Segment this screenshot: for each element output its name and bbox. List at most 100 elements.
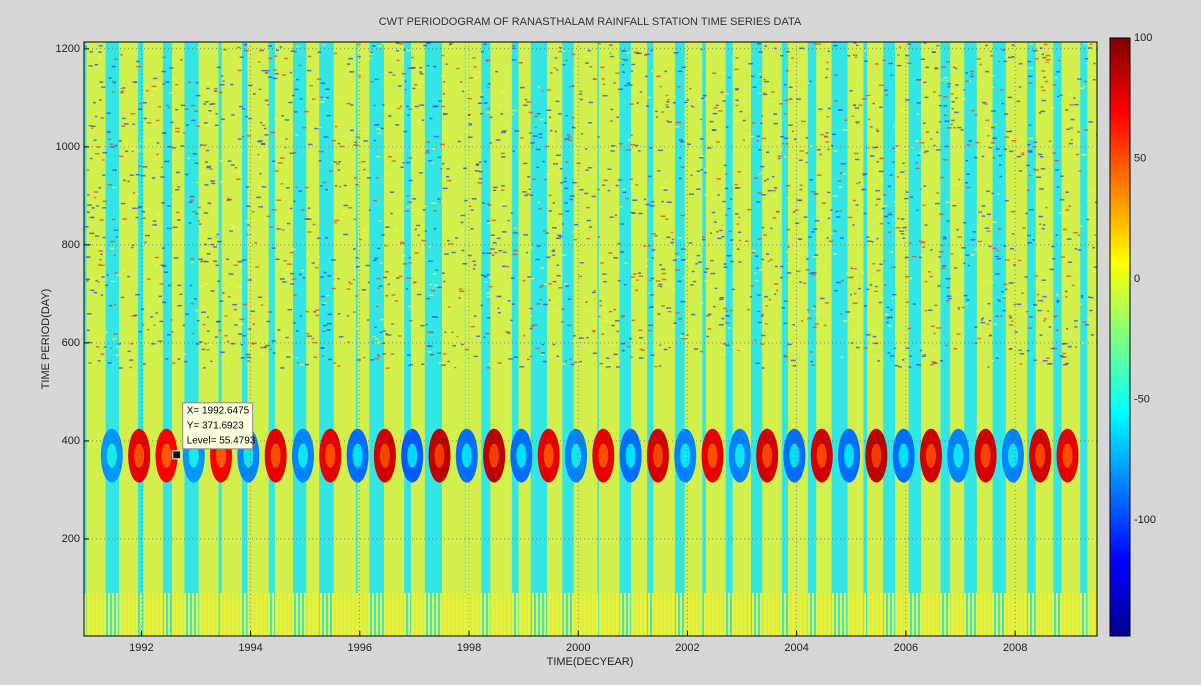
heatmap-speckle	[526, 101, 531, 103]
heatmap-speckle	[787, 229, 790, 231]
heatmap-speckle	[285, 337, 288, 339]
heatmap-speckle	[1084, 58, 1088, 60]
heatmap-fine-band	[668, 593, 670, 636]
heatmap-speckle	[137, 64, 139, 65]
heatmap-fine-band	[180, 593, 182, 636]
heatmap-speckle	[147, 278, 151, 280]
heatmap-fine-band	[956, 593, 958, 636]
heatmap-speckle	[369, 53, 374, 55]
heatmap-fine-band	[788, 593, 790, 636]
heatmap-speckle	[1041, 90, 1045, 92]
heatmap-speckle	[907, 328, 911, 330]
heatmap-speckle	[1005, 136, 1009, 138]
heatmap-speckle	[791, 84, 794, 86]
heatmap-speckle	[213, 246, 217, 248]
heatmap-speckle	[524, 195, 528, 197]
heatmap-speckle	[103, 159, 105, 161]
heatmap-fine-band	[804, 593, 806, 636]
heatmap-speckle	[826, 68, 829, 70]
heatmap-speckle	[264, 341, 267, 343]
heatmap-speckle	[902, 227, 906, 229]
heatmap-speckle	[619, 367, 621, 369]
heatmap-speckle	[712, 198, 714, 200]
heatmap-speckle	[903, 96, 906, 98]
heatmap-speckle	[172, 147, 176, 149]
heatmap-speckle	[1084, 81, 1087, 83]
heatmap-speckle	[1000, 315, 1002, 317]
heatmap-speckle	[503, 251, 506, 253]
heatmap-speckle	[280, 278, 285, 280]
heatmap-speckle	[419, 67, 422, 69]
heatmap-band	[816, 42, 831, 636]
heatmap-speckle	[588, 167, 593, 169]
heatmap-speckle	[948, 298, 952, 300]
heatmap-speckle	[784, 300, 788, 302]
heatmap-speckle	[226, 259, 229, 261]
heatmap-speckle	[1045, 269, 1048, 271]
heatmap-speckle	[854, 84, 858, 86]
heatmap-speckle	[112, 81, 115, 83]
heatmap-speckle	[737, 171, 741, 173]
heatmap-speckle	[771, 190, 776, 192]
heatmap-band	[275, 42, 293, 636]
heatmap-speckle	[489, 286, 493, 288]
heatmap-speckle	[347, 63, 350, 65]
heatmap-speckle	[343, 136, 345, 138]
heatmap-speckle	[680, 141, 684, 143]
heatmap-speckle	[618, 280, 621, 282]
heatmap-speckle	[1029, 316, 1032, 318]
heatmap-speckle	[1000, 89, 1003, 91]
heatmap-speckle	[760, 76, 762, 78]
heatmap-fine-band	[552, 593, 554, 636]
heatmap-speckle	[978, 241, 982, 243]
heatmap-fine-band	[820, 593, 822, 636]
heatmap-fine-band	[540, 593, 542, 636]
heatmap-speckle	[649, 325, 653, 327]
heatmap-speckle	[1041, 168, 1045, 170]
heatmap-speckle	[520, 137, 524, 139]
heatmap-speckle	[497, 362, 502, 364]
heatmap-speckle	[197, 220, 199, 222]
heatmap-speckle	[598, 316, 600, 318]
heatmap-speckle	[826, 132, 829, 134]
heatmap-speckle	[269, 349, 272, 351]
heatmap-speckle	[550, 72, 552, 74]
heatmap-speckle	[1091, 297, 1094, 299]
heatmap-speckle	[248, 328, 251, 330]
heatmap-speckle	[852, 224, 854, 226]
heatmap-fine-band	[816, 593, 818, 636]
heatmap-speckle	[452, 345, 455, 347]
heatmap-speckle	[622, 350, 625, 352]
heatmap-speckle	[725, 315, 729, 317]
heatmap-speckle	[782, 307, 785, 309]
heatmap-speckle	[906, 301, 908, 303]
heatmap-speckle	[893, 348, 896, 350]
heatmap-speckle	[102, 237, 105, 239]
heatmap-speckle	[806, 269, 810, 271]
heatmap-speckle	[1055, 77, 1058, 79]
heatmap-speckle	[883, 194, 887, 196]
heatmap-speckle	[216, 321, 220, 323]
heatmap-speckle	[433, 285, 438, 287]
heatmap-speckle	[766, 179, 769, 181]
heatmap-speckle	[739, 111, 742, 113]
heatmap-band	[733, 42, 751, 636]
heatmap-speckle	[374, 140, 376, 142]
heatmap-speckle	[684, 102, 687, 104]
heatmap-speckle	[519, 272, 524, 274]
heatmap-speckle	[507, 332, 510, 334]
heatmap-speckle	[501, 153, 505, 155]
heatmap-fine-band	[732, 593, 734, 636]
heatmap-speckle	[807, 309, 810, 311]
heatmap-speckle	[250, 311, 255, 313]
heatmap-fine-band	[964, 593, 966, 636]
heatmap-speckle	[838, 109, 843, 111]
heatmap-speckle	[579, 93, 582, 95]
heatmap-speckle	[664, 71, 667, 73]
heatmap-speckle	[1028, 67, 1033, 69]
heatmap-fine-band	[572, 593, 574, 636]
heatmap-speckle	[204, 212, 209, 214]
heatmap-speckle	[1093, 271, 1097, 273]
heatmap-speckle	[957, 236, 961, 238]
heatmap-speckle	[321, 296, 325, 298]
